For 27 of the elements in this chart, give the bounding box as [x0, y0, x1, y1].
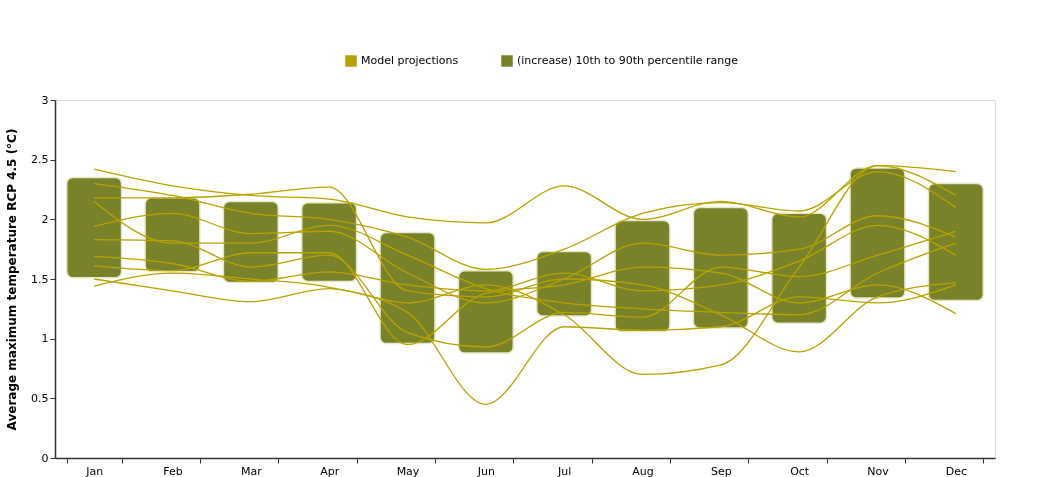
- y-tick-label: 1: [41, 332, 49, 346]
- bar: [849, 167, 906, 299]
- x-tick-label: Apr: [320, 464, 340, 477]
- x-tick-label: Mar: [240, 464, 263, 477]
- y-axis-title: Average maximum temperature RCP 4.5 (°C): [5, 128, 20, 431]
- x-tick-label: Nov: [867, 464, 890, 477]
- x-tick-label: Aug: [632, 464, 654, 477]
- x-tick-label: Jan: [85, 464, 104, 477]
- x-tick-label: Sep: [710, 464, 732, 477]
- y-tick-label: 1.5: [31, 272, 49, 286]
- bar: [66, 176, 123, 279]
- x-tick-label: Dec: [945, 464, 967, 477]
- y-tick-label: 3: [41, 93, 49, 107]
- x-tick-label: Jun: [476, 464, 495, 477]
- y-tick-label: 0.5: [31, 391, 49, 405]
- y-tick-label: 2: [41, 212, 49, 226]
- legend-label: Model projections: [361, 54, 459, 67]
- bar: [692, 206, 749, 329]
- bar: [614, 219, 671, 333]
- bar: [927, 182, 984, 302]
- y-tick-label: 2.5: [31, 153, 49, 167]
- x-tick-label: Feb: [163, 464, 183, 477]
- y-tick-label: 0: [41, 451, 49, 465]
- legend-label: (increase) 10th to 90th percentile range: [517, 54, 739, 67]
- x-tick-label: Jul: [557, 464, 572, 477]
- x-tick-label: Oct: [790, 464, 810, 477]
- x-tick-label: May: [396, 464, 420, 477]
